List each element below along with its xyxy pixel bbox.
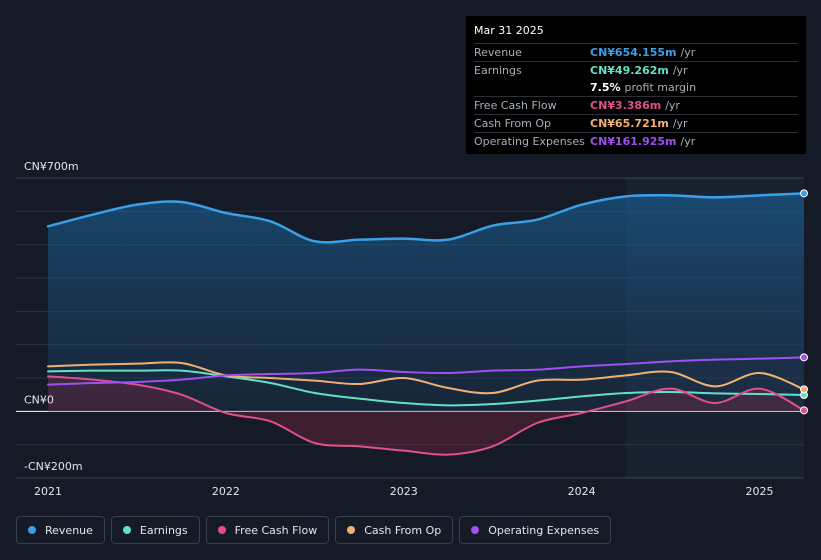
free-cash-flow-end-point [800,406,808,415]
legend-label: Revenue [45,523,93,537]
legend-label: Operating Expenses [488,523,600,537]
legend-item-revenue[interactable]: Revenue [16,516,105,544]
legend-label: Free Cash Flow [234,523,318,537]
legend: Revenue Earnings Free Cash Flow Cash Fro… [16,516,612,544]
y-tick-label: CN¥700m [24,160,79,173]
chart: CN¥700m CN¥0 -CN¥200m 2021 2022 2023 2024 2025 [16,160,808,498]
legend-item-operating-expenses[interactable]: Operating Expenses [459,516,612,544]
tooltip-value: CN¥49.262m [590,64,669,77]
tooltip-label: Operating Expenses [474,135,585,148]
dot-icon [28,526,36,534]
tooltip-row-free-cash-flow: Free Cash Flow CN¥3.386m /yr [474,96,798,114]
free-cash-flow-line [47,375,805,456]
tooltip-value: CN¥65.721m [590,117,669,130]
tooltip-value: CN¥3.386m [590,99,662,112]
tooltip-row-profit-margin: 7.5% profit margin [474,79,798,96]
legend-item-earnings[interactable]: Earnings [110,516,200,544]
dot-icon [471,526,480,534]
x-tick-label: 2025 [746,485,774,498]
tooltip-label: Earnings [474,64,522,77]
tooltip-unit: /yr [665,99,680,112]
tooltip-row-cash-from-op: Cash From Op CN¥65.721m /yr [474,114,798,132]
tooltip-value: CN¥654.155m [590,46,677,59]
dot-icon [347,526,356,534]
tooltip-row-operating-expenses: Operating Expenses CN¥161.925m /yr [474,132,798,150]
revenue-line [46,192,806,244]
y-tick-label: CN¥0 [24,393,54,406]
x-tick-label: 2023 [390,485,418,498]
y-tick-label: -CN¥200m [24,460,83,473]
x-tick-label: 2024 [568,485,596,498]
earnings-line [47,369,805,407]
operating-expenses-line [47,356,805,386]
series-end-points [800,189,808,415]
tooltip-label: Revenue [474,46,522,59]
tooltip-row-earnings: Earnings CN¥49.262m /yr [474,61,798,79]
tooltip-label: Free Cash Flow [474,99,557,112]
tooltip-unit: profit margin [624,81,697,94]
series-areas [48,193,804,455]
tooltip-value: 7.5% [590,81,621,94]
dot-icon [217,526,226,534]
tooltip-date: Mar 31 2025 [474,24,544,37]
cash-from-op-line [47,361,805,395]
tooltip: Mar 31 2025 Revenue CN¥654.155m /yr Earn… [466,16,806,154]
y-axis-ticks: CN¥700m CN¥0 -CN¥200m [24,160,83,473]
x-tick-label: 2022 [212,485,240,498]
revenue-area [48,193,804,412]
series-lines [46,192,806,456]
tooltip-row-revenue: Revenue CN¥654.155m /yr [474,43,798,61]
legend-item-cash-from-op[interactable]: Cash From Op [335,516,454,544]
operating-expenses-end-point [800,353,808,362]
tooltip-value: CN¥161.925m [590,135,677,148]
tooltip-unit: /yr [680,46,696,59]
legend-item-free-cash-flow[interactable]: Free Cash Flow [205,516,330,544]
legend-label: Earnings [139,523,188,537]
legend-label: Cash From Op [364,523,442,537]
free-cash-flow-area [48,376,804,455]
tooltip-unit: /yr [672,117,688,130]
tooltip-unit: /yr [672,64,688,77]
tooltip-unit: /yr [680,135,696,148]
x-axis-ticks: 2021 2022 2023 2024 2025 [34,485,774,498]
dot-icon [122,526,131,534]
cash-from-op-end-point [800,385,808,394]
x-tick-label: 2021 [34,485,62,498]
revenue-end-point [800,189,808,198]
tooltip-label: Cash From Op [474,117,552,130]
